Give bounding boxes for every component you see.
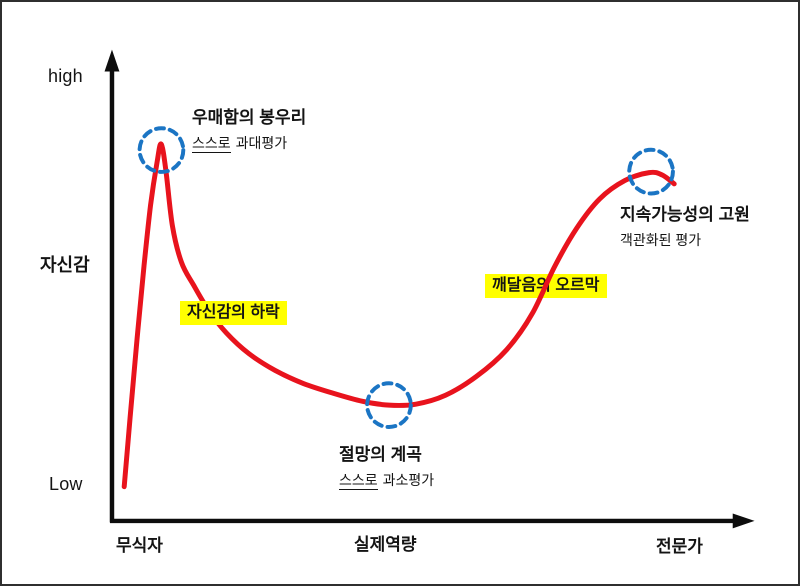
x-tick-novice: 무식자 bbox=[116, 536, 163, 555]
x-axis-arrowhead bbox=[732, 513, 755, 529]
plateau-of-sustainability-annotation: 지속가능성의 고원 객관화된 평가 bbox=[620, 205, 750, 248]
slope-of-enlightenment-label: 깨달음의 오르막 bbox=[485, 274, 607, 299]
valley-subtitle-rest: 과소평가 bbox=[382, 471, 435, 488]
curve-marker-circle bbox=[365, 381, 413, 429]
valley-annotation-subtitle: 스스로 과소평가 bbox=[339, 471, 435, 490]
y-axis-title: 자신감 bbox=[40, 255, 90, 275]
confidence-decline-label: 자신감의 하락 bbox=[180, 301, 287, 326]
curve-marker-circle bbox=[627, 147, 675, 196]
valley-subtitle-underlined: 스스로 bbox=[339, 471, 378, 490]
peak-subtitle-underlined: 스스로 bbox=[192, 134, 231, 153]
plateau-annotation-subtitle: 객관화된 평가 bbox=[620, 231, 702, 248]
plateau-annotation-title: 지속가능성의 고원 bbox=[620, 205, 750, 224]
peak-subtitle-rest: 과대평가 bbox=[235, 134, 288, 151]
y-axis-arrowhead bbox=[104, 49, 120, 72]
x-tick-expert: 전문가 bbox=[656, 537, 703, 556]
y-axis-low-label: Low bbox=[49, 474, 83, 494]
curve-marker-circle bbox=[137, 126, 186, 174]
x-tick-real-competence: 실제역량 bbox=[354, 535, 417, 554]
peak-annotation-subtitle: 스스로 과대평가 bbox=[192, 134, 306, 153]
peak-annotation-title: 우매함의 봉우리 bbox=[192, 108, 307, 127]
y-axis-high-label: high bbox=[48, 66, 83, 86]
peak-of-stupidity-annotation: 우매함의 봉우리 스스로 과대평가 bbox=[192, 108, 307, 153]
valley-annotation-title: 절망의 계곡 bbox=[339, 445, 422, 464]
valley-of-despair-annotation: 절망의 계곡 스스로 과소평가 bbox=[339, 445, 435, 490]
